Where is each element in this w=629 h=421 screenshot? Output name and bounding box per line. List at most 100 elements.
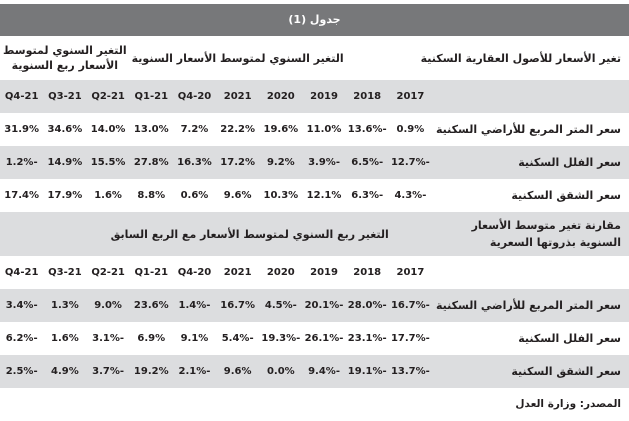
value-cell: 23.6% [129,289,173,322]
value-cell: -4.5% [259,289,303,322]
value-cell: -23.1% [347,333,387,344]
column-header: 2018 [353,267,382,278]
value-cell: 9.6% [216,355,260,388]
value-cell: 1.6% [94,190,122,201]
empty-cell [0,212,130,256]
table-row: سعر الشقق السكنية -13.7% -19.1% -9.4% 0.0% 9.… [0,355,629,388]
row-label: سعر الفلل السكنية [518,332,621,345]
value-cell: 34.6% [47,124,83,135]
row-label: سعر المتر المربع للأراضي السكنية [432,289,629,322]
value-cell: 31.9% [4,124,39,135]
column-header: 2017 [396,267,425,278]
column-header: 21-Q3 [48,267,82,278]
table-title: جدول (1) [0,4,629,36]
group-header-quarterly: التغير ربع السنوي لمتوسط الأسعار مع الرب… [111,212,389,256]
column-header: 2018 [345,80,389,113]
value-cell: -16.7% [388,289,432,322]
value-cell: -9.4% [302,355,346,388]
value-cell: 14.9% [43,146,87,179]
empty-cell [346,36,432,80]
section-label: مقارنة تغير متوسط الأسعار السنوية بذروته… [432,212,629,256]
value-cell: 14.0% [90,124,126,135]
table-row: سعر المتر المربع للأراضي السكنية -16.7% -2… [0,289,629,322]
value-cell: 10.3% [263,190,299,201]
column-header-row: 2017 2018 2019 2020 2021 20-Q4 21-Q1 21-Q2 21-Q3… [0,256,629,289]
value-cell: 9.1% [180,333,209,344]
column-header: 20-Q4 [177,267,212,278]
column-header: 2020 [259,80,303,113]
value-cell: -4.3% [394,190,427,201]
column-header: 21-Q3 [43,80,87,113]
value-cell: -19.1% [345,355,389,388]
value-cell: 9.0% [86,289,130,322]
value-cell: 12.1% [306,190,342,201]
value-cell: 0.0% [259,355,303,388]
value-cell: 6.9% [137,333,166,344]
value-cell: -2.1% [172,355,217,388]
row-label: سعر الشقق السكنية [511,189,621,202]
value-cell: 8.8% [137,190,166,201]
value-cell: 19.2% [129,355,173,388]
column-header: 20-Q4 [172,80,217,113]
row-label: سعر الفلل السكنية [432,146,629,179]
value-cell: -6.2% [5,333,38,344]
value-cell: -19.3% [261,333,301,344]
value-cell: -3.4% [0,289,44,322]
row-label: سعر الشقق السكنية [432,355,629,388]
section-header-row: تغير الأسعار للأصول العقارية السكنية التغ… [0,36,629,80]
table-row: سعر الشقق السكنية -4.3% -6.3% 12.1% 10.3% 9.6… [0,179,629,212]
value-cell: 27.8% [129,146,173,179]
empty-cell [432,80,629,113]
empty-cell [432,256,629,289]
value-cell: -6.5% [345,146,389,179]
value-cell: -26.1% [304,333,344,344]
value-cell: -1.2% [0,146,44,179]
value-cell: -13.7% [388,355,432,388]
value-cell: -5.4% [221,333,254,344]
column-header: 2017 [388,80,432,113]
value-cell: -17.7% [390,333,430,344]
value-cell: 0.6% [180,190,209,201]
value-cell: -3.9% [302,146,346,179]
section-label: تغير الأسعار للأصول العقارية السكنية [420,51,621,65]
value-cell: 1.3% [43,289,87,322]
value-cell: 7.2% [180,124,209,135]
column-header: 21-Q1 [134,267,169,278]
row-label: سعر المتر المربع للأراضي السكنية [435,123,621,136]
column-header: 2019 [310,267,338,278]
value-cell: -28.0% [345,289,389,322]
column-header: 21-Q2 [91,267,125,278]
table-row: سعر الفلل السكنية -17.7% -23.1% -26.1% -19.3… [0,322,629,355]
value-cell: 22.2% [220,124,255,135]
empty-cell [388,212,432,256]
column-header: 21-Q4 [0,80,44,113]
value-cell: -13.6% [347,124,387,135]
value-cell: 16.7% [216,289,260,322]
column-header: 2021 [216,80,260,113]
value-cell: -3.1% [92,333,125,344]
value-cell: 1.6% [51,333,79,344]
value-cell: 9.6% [223,190,252,201]
value-cell: 16.3% [172,146,217,179]
table-row: سعر الفلل السكنية -12.7% -6.5% -3.9% 9.2% 17.… [0,146,629,179]
table-row: سعر المتر المربع للأراضي السكنية 0.9% -13.… [0,113,629,146]
column-header: 2020 [266,267,295,278]
value-cell: -12.7% [388,146,432,179]
value-cell: 13.0% [133,124,169,135]
value-cell: 17.4% [4,190,39,201]
value-cell: 11.0% [306,124,342,135]
column-header-row: 2017 2018 2019 2020 2021 20-Q4 21-Q1 21-Q2 21-Q3… [0,80,629,113]
section-header-row: مقارنة تغير متوسط الأسعار السنوية بذروته… [0,212,629,256]
value-cell: 19.6% [263,124,299,135]
value-cell: -6.3% [351,190,384,201]
value-cell: -2.5% [0,355,44,388]
column-header: 2019 [302,80,346,113]
column-header: 21-Q1 [129,80,173,113]
price-change-table: تغير الأسعار للأصول العقارية السكنية التغ… [0,36,629,388]
source-note: المصدر: وزارة العدل [515,398,621,410]
column-header: 2021 [223,267,252,278]
group-header-annual: التغير السنوي لمتوسط الأسعار السنوية [131,51,344,65]
value-cell: 17.2% [216,146,260,179]
column-header: 21-Q2 [86,80,130,113]
value-cell: 15.5% [86,146,130,179]
